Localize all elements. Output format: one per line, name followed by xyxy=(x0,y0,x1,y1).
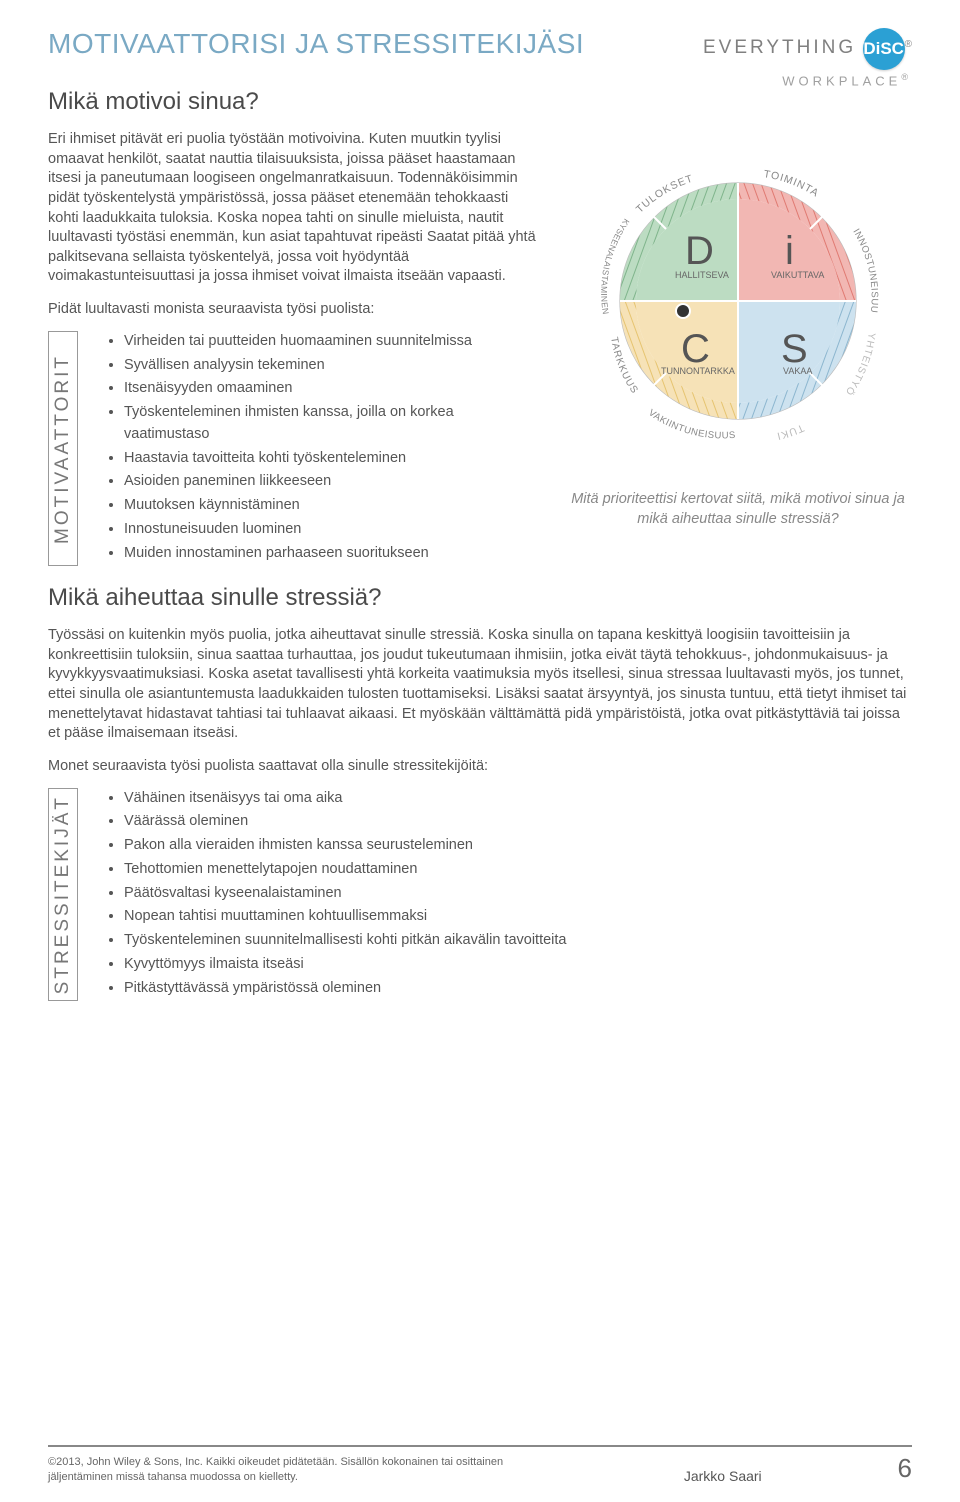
disc-column: D i S C HALLITSEVA VAIKUTTAVA VAKAA TUNN… xyxy=(564,130,912,566)
list-item: Pakon alla vieraiden ihmisten kanssa seu… xyxy=(124,835,566,857)
list-item: Innostuneisuuden luominen xyxy=(124,519,540,541)
sub-i: VAIKUTTAVA xyxy=(771,270,824,280)
list-item: Nopean tahtisi muuttaminen kohtuullisemm… xyxy=(124,906,566,928)
intro-paragraph: Eri ihmiset pitävät eri puolia työstään … xyxy=(48,130,540,287)
list-item: Väärässä oleminen xyxy=(124,811,566,833)
stressor-list-lead: Monet seuraavista työsi puolista saattav… xyxy=(48,758,912,774)
svg-text:TUKI: TUKI xyxy=(775,422,806,443)
page-footer: ©2013, John Wiley & Sons, Inc. Kaikki oi… xyxy=(48,1445,912,1484)
motivator-side-label-text: MOTIVAATTORIT xyxy=(52,354,74,544)
page-title: MOTIVAATTORISI JA STRESSITEKIJÄSI xyxy=(48,28,584,60)
list-item: Kyvyttömyys ilmaista itseäsi xyxy=(124,954,566,976)
disc-model-diagram: D i S C HALLITSEVA VAIKUTTAVA VAKAA TUNN… xyxy=(573,136,903,466)
letter-D: D xyxy=(685,229,714,273)
footer-copyright: ©2013, John Wiley & Sons, Inc. Kaikki oi… xyxy=(48,1455,548,1484)
heading-stress: Mikä aiheuttaa sinulle stressiä? xyxy=(48,584,912,612)
brand-tm: ® xyxy=(901,72,912,82)
motivator-list: Virheiden tai puutteiden huomaaminen suu… xyxy=(104,331,540,567)
footer-name: Jarkko Saari xyxy=(684,1468,762,1484)
page-header: MOTIVAATTORISI JA STRESSITEKIJÄSI EVERYT… xyxy=(48,28,912,88)
brand-line1: EVERYTHING xyxy=(703,37,856,58)
stress-paragraph: Työssäsi on kuitenkin myös puolia, jotka… xyxy=(48,626,912,743)
list-item: Syvällisen analyysin tekeminen xyxy=(124,355,540,377)
letter-C: C xyxy=(681,327,710,371)
heading-motivate: Mikä motivoi sinua? xyxy=(48,88,912,116)
sub-D: HALLITSEVA xyxy=(675,270,729,280)
priority-dot xyxy=(676,304,690,318)
list-item: Muiden innostaminen parhaaseen suorituks… xyxy=(124,543,540,565)
stressor-side-label: STRESSITEKIJÄT xyxy=(48,788,78,1002)
stressor-list: Vähäinen itsenäisyys tai oma aikaVääräss… xyxy=(104,788,566,1002)
brand-reg: ® xyxy=(905,39,912,50)
list-item: Työskenteleminen suunnitelmallisesti koh… xyxy=(124,930,566,952)
motivate-left-column: Eri ihmiset pitävät eri puolia työstään … xyxy=(48,130,540,566)
sub-S: VAKAA xyxy=(783,366,812,376)
list-item: Virheiden tai puutteiden huomaaminen suu… xyxy=(124,331,540,353)
letter-i: i xyxy=(785,229,794,273)
brand-line2: WORKPLACE xyxy=(782,73,901,88)
disc-caption: Mitä prioriteettisi kertovat siitä, mikä… xyxy=(564,490,912,529)
disc-badge-icon: DiSC xyxy=(863,28,905,70)
list-item: Asioiden paneminen liikkeeseen xyxy=(124,471,540,493)
list-item: Haastavia tavoitteita kohti työskentelem… xyxy=(124,448,540,470)
list-item: Tehottomien menettelytapojen noudattamin… xyxy=(124,859,566,881)
motivator-side-label: MOTIVAATTORIT xyxy=(48,331,78,567)
list-item: Päätösvaltasi kyseenalaistaminen xyxy=(124,883,566,905)
outer-label-tuki: TUKI xyxy=(775,422,806,443)
footer-page-number: 6 xyxy=(898,1453,912,1484)
list-item: Pitkästyttävässä ympäristössä oleminen xyxy=(124,978,566,1000)
brand-block: EVERYTHING DiSC® WORKPLACE® xyxy=(703,28,912,88)
stressor-side-label-text: STRESSITEKIJÄT xyxy=(52,795,74,994)
sub-C: TUNNONTARKKA xyxy=(661,366,735,376)
list-item: Vähäinen itsenäisyys tai oma aika xyxy=(124,788,566,810)
motivator-list-lead: Pidät luultavasti monista seuraavista ty… xyxy=(48,301,540,317)
list-item: Työskenteleminen ihmisten kanssa, joilla… xyxy=(124,402,540,446)
list-item: Muutoksen käynnistäminen xyxy=(124,495,540,517)
letter-S: S xyxy=(781,327,808,371)
list-item: Itsenäisyyden omaaminen xyxy=(124,378,540,400)
